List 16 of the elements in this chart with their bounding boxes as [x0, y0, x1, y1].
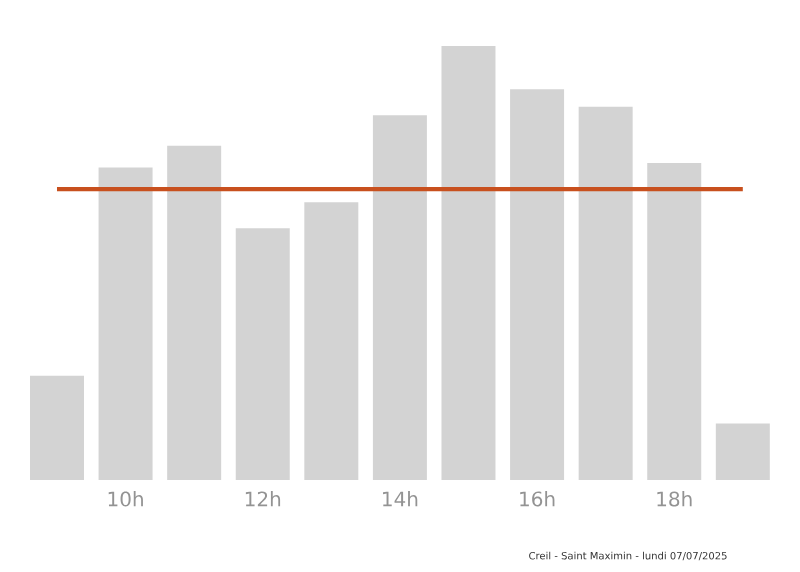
bar — [647, 163, 702, 480]
bar — [441, 45, 496, 480]
bar — [510, 89, 565, 480]
x-tick-label: 16h — [520, 491, 555, 507]
bar — [29, 375, 84, 480]
x-tick-label: 10h — [108, 491, 143, 507]
bar — [235, 228, 290, 480]
bar — [304, 202, 359, 480]
x-tick-label: 18h — [657, 491, 692, 507]
bar — [98, 167, 153, 480]
x-tick-label: 12h — [245, 491, 281, 507]
bar — [167, 145, 222, 480]
bar — [715, 423, 770, 480]
bar — [578, 106, 633, 480]
bar — [372, 115, 427, 480]
x-tick-label: 14h — [383, 491, 418, 507]
